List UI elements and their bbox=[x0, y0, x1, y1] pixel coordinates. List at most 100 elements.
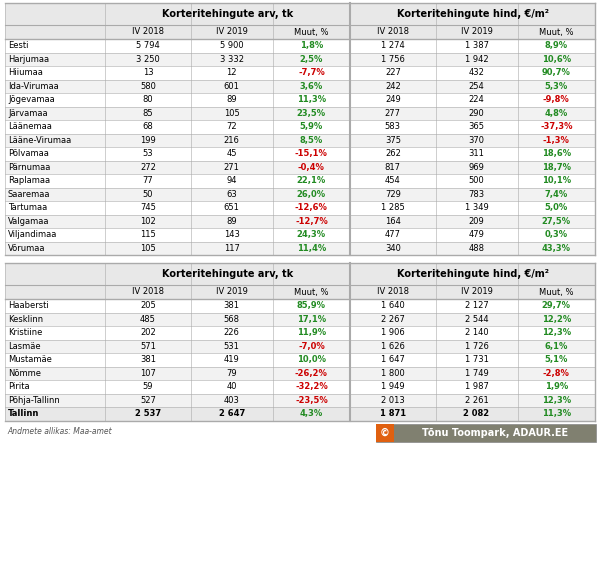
Text: 53: 53 bbox=[143, 149, 153, 158]
Text: Lääne-Virumaa: Lääne-Virumaa bbox=[8, 136, 71, 145]
Text: IV 2019: IV 2019 bbox=[461, 27, 493, 37]
Text: 8,9%: 8,9% bbox=[545, 41, 568, 50]
Text: -9,8%: -9,8% bbox=[543, 95, 569, 104]
Text: IV 2018: IV 2018 bbox=[377, 288, 409, 296]
Text: 5 900: 5 900 bbox=[220, 41, 244, 50]
Text: 107: 107 bbox=[140, 369, 156, 378]
Bar bbox=[5, 3, 595, 255]
Text: 209: 209 bbox=[469, 217, 484, 226]
Text: 5 794: 5 794 bbox=[136, 41, 160, 50]
Text: 1 640: 1 640 bbox=[381, 301, 405, 310]
Text: 5,1%: 5,1% bbox=[545, 355, 568, 364]
Text: 226: 226 bbox=[224, 328, 239, 337]
Text: 11,3%: 11,3% bbox=[542, 409, 571, 418]
Text: 1 274: 1 274 bbox=[381, 41, 405, 50]
Bar bbox=[5, 134, 595, 147]
Text: Haabersti: Haabersti bbox=[8, 301, 49, 310]
Text: 580: 580 bbox=[140, 82, 156, 91]
Bar bbox=[5, 380, 595, 393]
Text: 583: 583 bbox=[385, 122, 401, 131]
Bar bbox=[5, 39, 595, 53]
Text: Kristiine: Kristiine bbox=[8, 328, 43, 337]
Text: 1 626: 1 626 bbox=[381, 342, 405, 351]
Text: 10,6%: 10,6% bbox=[542, 55, 571, 64]
Text: 18,7%: 18,7% bbox=[542, 163, 571, 172]
Text: Põhja-Tallinn: Põhja-Tallinn bbox=[8, 396, 60, 405]
Text: 0,3%: 0,3% bbox=[545, 230, 568, 239]
Bar bbox=[5, 215, 595, 228]
Text: 68: 68 bbox=[143, 122, 154, 131]
Text: Saaremaa: Saaremaa bbox=[8, 190, 50, 199]
Text: Tõnu Toompark, ADAUR.EE: Tõnu Toompark, ADAUR.EE bbox=[422, 428, 568, 437]
Text: 1,9%: 1,9% bbox=[545, 382, 568, 391]
Bar bbox=[5, 312, 595, 326]
Text: IV 2018: IV 2018 bbox=[132, 288, 164, 296]
Text: 370: 370 bbox=[469, 136, 485, 145]
Text: 1 726: 1 726 bbox=[464, 342, 488, 351]
Bar bbox=[5, 120, 595, 134]
Text: 1,8%: 1,8% bbox=[300, 41, 323, 50]
Bar bbox=[5, 353, 595, 367]
Text: 94: 94 bbox=[226, 176, 237, 185]
Text: 1 871: 1 871 bbox=[380, 409, 406, 418]
Bar bbox=[5, 263, 595, 285]
Text: 277: 277 bbox=[385, 108, 401, 118]
Text: Kesklinn: Kesklinn bbox=[8, 315, 43, 324]
Text: Harjumaa: Harjumaa bbox=[8, 55, 49, 64]
Text: -15,1%: -15,1% bbox=[295, 149, 328, 158]
Text: IV 2019: IV 2019 bbox=[216, 288, 248, 296]
Text: 1 906: 1 906 bbox=[381, 328, 405, 337]
Text: 4,3%: 4,3% bbox=[300, 409, 323, 418]
Text: 8,5%: 8,5% bbox=[300, 136, 323, 145]
Text: 77: 77 bbox=[143, 176, 154, 185]
Text: -7,7%: -7,7% bbox=[298, 69, 325, 77]
Text: 531: 531 bbox=[224, 342, 239, 351]
Text: Pärnumaa: Pärnumaa bbox=[8, 163, 50, 172]
Text: -2,8%: -2,8% bbox=[543, 369, 570, 378]
Text: 419: 419 bbox=[224, 355, 239, 364]
Text: 3 250: 3 250 bbox=[136, 55, 160, 64]
Text: 2 267: 2 267 bbox=[381, 315, 405, 324]
Bar bbox=[5, 160, 595, 174]
Text: 262: 262 bbox=[385, 149, 401, 158]
Text: IV 2019: IV 2019 bbox=[216, 27, 248, 37]
Text: Tartumaa: Tartumaa bbox=[8, 203, 47, 212]
Text: Muut, %: Muut, % bbox=[539, 288, 574, 296]
Text: 272: 272 bbox=[140, 163, 156, 172]
Text: 365: 365 bbox=[469, 122, 485, 131]
Text: 745: 745 bbox=[140, 203, 156, 212]
Bar bbox=[5, 107, 595, 120]
Text: 1 749: 1 749 bbox=[464, 369, 488, 378]
Text: 4,8%: 4,8% bbox=[545, 108, 568, 118]
Text: ©: © bbox=[380, 428, 390, 437]
Text: 105: 105 bbox=[224, 108, 239, 118]
Bar bbox=[5, 25, 595, 39]
Text: 477: 477 bbox=[385, 230, 401, 239]
Text: Läänemaa: Läänemaa bbox=[8, 122, 52, 131]
Text: 17,1%: 17,1% bbox=[297, 315, 326, 324]
Text: 1 387: 1 387 bbox=[464, 41, 488, 50]
Text: 3 332: 3 332 bbox=[220, 55, 244, 64]
Text: 85: 85 bbox=[143, 108, 153, 118]
Text: 1 800: 1 800 bbox=[381, 369, 405, 378]
Text: -12,6%: -12,6% bbox=[295, 203, 328, 212]
Text: 205: 205 bbox=[140, 301, 156, 310]
Text: Muut, %: Muut, % bbox=[539, 27, 574, 37]
Bar bbox=[5, 299, 595, 312]
Text: 59: 59 bbox=[143, 382, 153, 391]
Text: 6,1%: 6,1% bbox=[545, 342, 568, 351]
Text: 10,0%: 10,0% bbox=[297, 355, 326, 364]
Text: 375: 375 bbox=[385, 136, 401, 145]
Text: 817: 817 bbox=[385, 163, 401, 172]
Text: Järvamaa: Järvamaa bbox=[8, 108, 47, 118]
Text: 1 756: 1 756 bbox=[381, 55, 405, 64]
Text: 85,9%: 85,9% bbox=[297, 301, 326, 310]
Text: 22,1%: 22,1% bbox=[297, 176, 326, 185]
Text: 43,3%: 43,3% bbox=[542, 244, 571, 253]
Text: 13: 13 bbox=[143, 69, 153, 77]
Text: Korteritehingute arv, tk: Korteritehingute arv, tk bbox=[162, 269, 293, 279]
Bar bbox=[5, 242, 595, 255]
Text: 50: 50 bbox=[143, 190, 153, 199]
Bar bbox=[5, 201, 595, 215]
Text: 1 647: 1 647 bbox=[381, 355, 405, 364]
